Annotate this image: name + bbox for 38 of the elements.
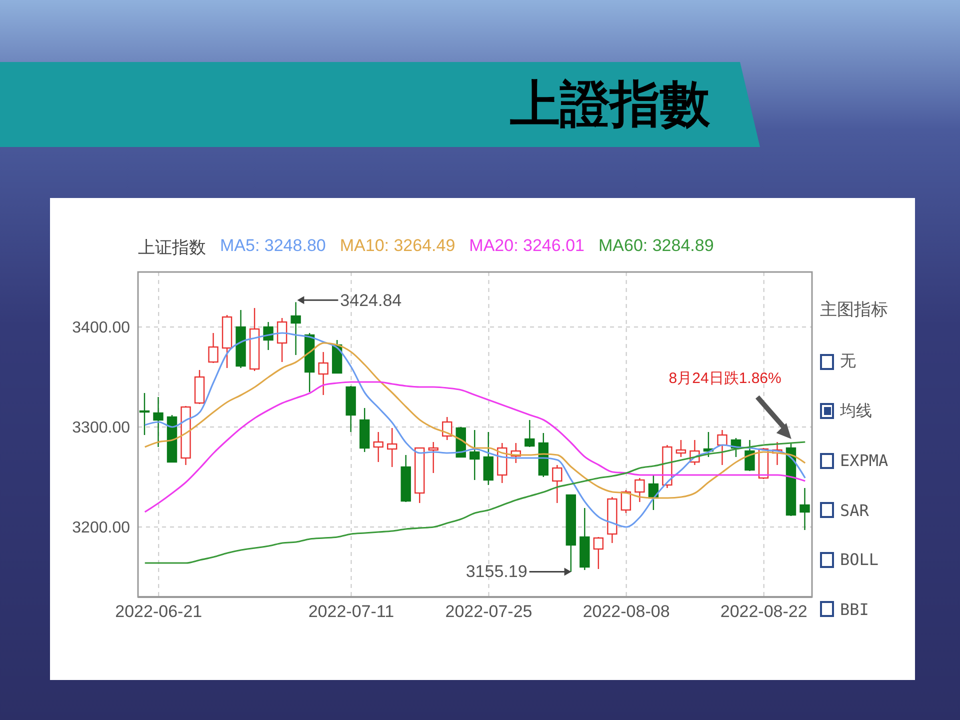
candlestick <box>580 507 590 571</box>
annotation: 8月24日跌1.86% <box>668 370 782 387</box>
annotation: 3155.19 <box>466 562 528 581</box>
text: 均线 <box>840 400 872 422</box>
text: BBI <box>840 600 869 619</box>
candlestick <box>607 496 618 544</box>
text: MA10: 3264.49 <box>340 236 456 257</box>
candlestick <box>552 464 562 504</box>
x-tick-label: 2022-06-21 <box>115 602 202 622</box>
candlestick <box>386 427 398 468</box>
y-tick-label: 3400.00 <box>72 320 130 337</box>
candlestick <box>139 392 150 436</box>
candlestick <box>236 309 246 369</box>
chart-title: 上證指數 <box>509 74 711 135</box>
x-tick-label: 2022-07-11 <box>308 602 394 622</box>
text: 无 <box>840 351 856 372</box>
text: 主图指标 <box>820 299 888 321</box>
y-tick-label: 3200.00 <box>72 520 130 537</box>
legend-title: 上证指数 <box>138 237 206 259</box>
candlestick <box>373 431 384 463</box>
candlestick <box>153 396 164 448</box>
candlestick <box>290 302 301 356</box>
text: BOLL <box>840 550 879 570</box>
candlestick <box>634 477 645 503</box>
text: MA5: 3248.80 <box>220 236 326 257</box>
candlestick <box>470 429 480 481</box>
y-tick-label: 3300.00 <box>72 420 130 437</box>
x-tick-label: 2022-07-25 <box>445 602 532 622</box>
candlestick <box>717 429 728 466</box>
text: MA60: 3284.89 <box>598 236 714 257</box>
text: SAR <box>840 500 869 520</box>
candlestick <box>800 487 810 531</box>
text: EXPMA <box>840 451 888 470</box>
candlestick <box>318 351 328 396</box>
x-tick-label: 2022-08-22 <box>720 602 808 622</box>
x-tick-label: 2022-08-08 <box>582 602 670 622</box>
text: MA20: 3246.01 <box>469 236 584 257</box>
annotation: 3424.84 <box>340 291 402 310</box>
